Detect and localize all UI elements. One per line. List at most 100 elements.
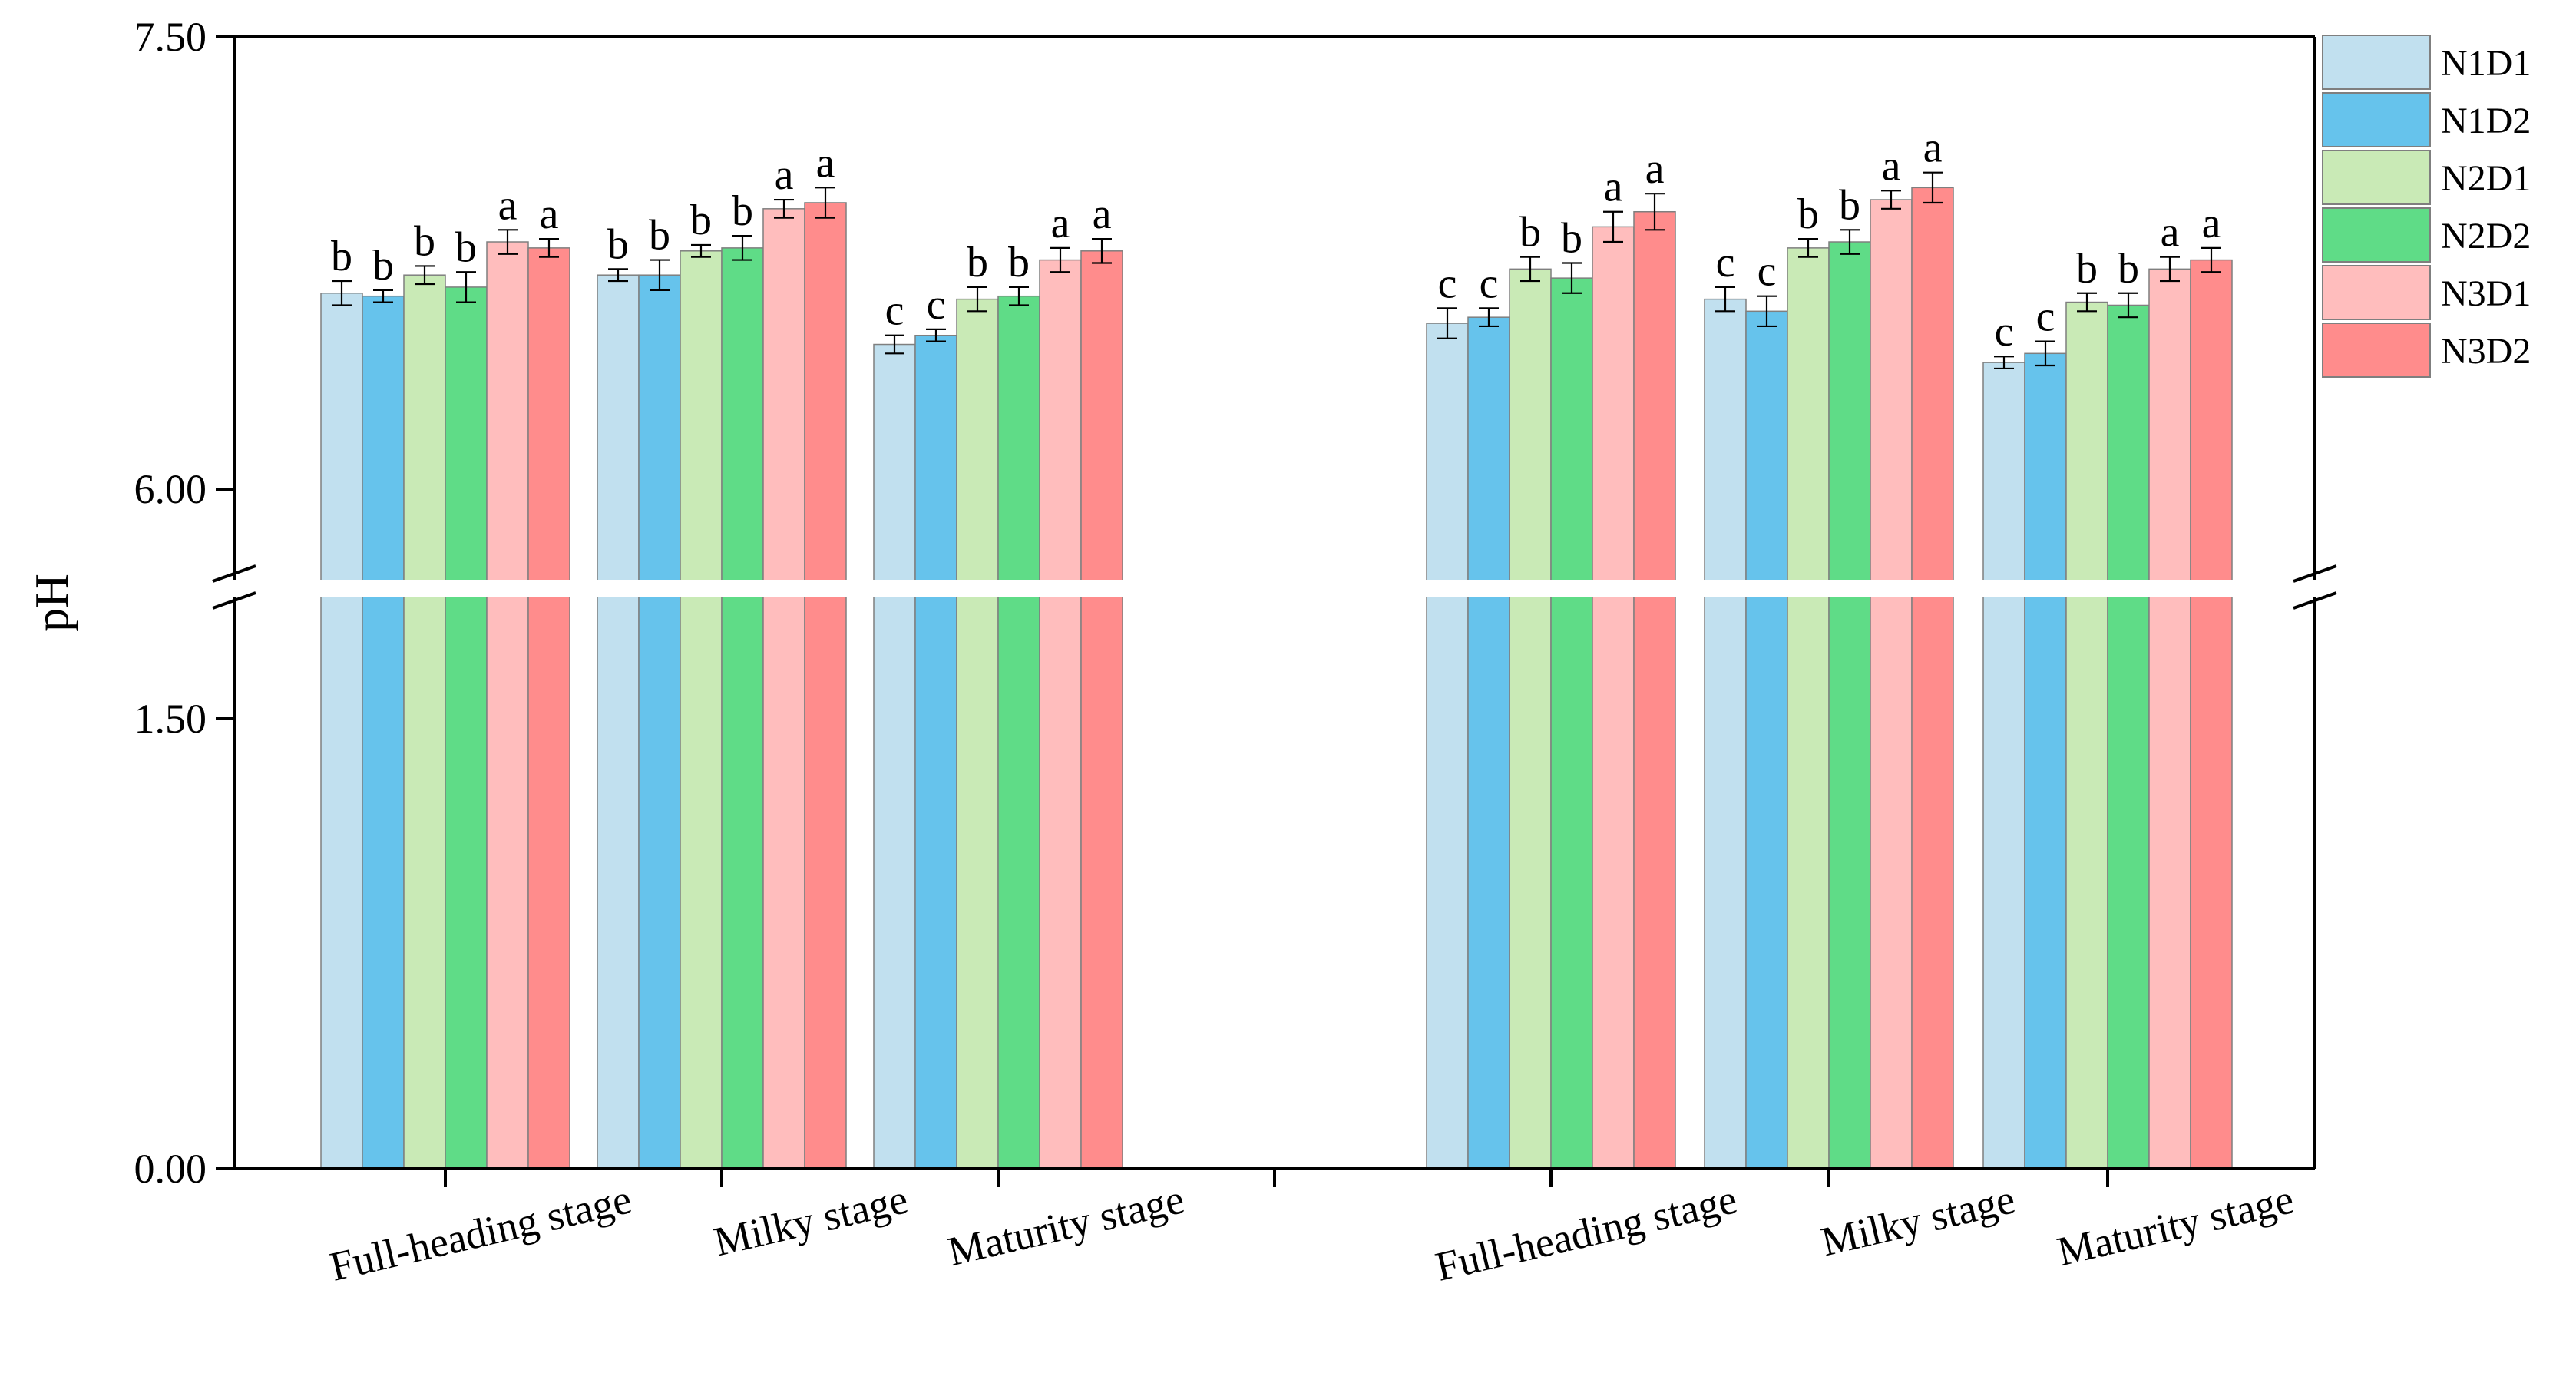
- y-tick-label: 7.50: [134, 14, 207, 60]
- bar: [1704, 298, 1747, 1170]
- bar: [1982, 362, 2025, 1170]
- x-category-label: Full-heading stage: [326, 1176, 636, 1290]
- bar: [403, 274, 446, 1170]
- bar: [486, 241, 529, 1170]
- legend-label: N2D1: [2441, 158, 2531, 199]
- significance-label: c: [927, 281, 946, 329]
- significance-label: b: [455, 223, 477, 271]
- bar: [2065, 301, 2108, 1170]
- legend-label: N3D1: [2441, 273, 2531, 314]
- significance-label: b: [1797, 190, 1819, 238]
- y-tick-label: 0.00: [134, 1146, 207, 1192]
- significance-label: c: [1995, 308, 2014, 356]
- significance-label: a: [2161, 209, 2180, 256]
- bar: [1550, 277, 1593, 1170]
- significance-label: b: [690, 197, 712, 244]
- bar: [2107, 304, 2150, 1170]
- significance-label: b: [649, 212, 670, 260]
- y-tick-label: 1.50: [134, 696, 207, 742]
- legend: N1D1 N1D2 N2D1 N2D2 N3D1 N3D2: [2322, 35, 2531, 378]
- bar: [527, 247, 570, 1170]
- bar: [1426, 323, 1469, 1170]
- legend-swatch: [2322, 207, 2431, 263]
- bar: [1039, 259, 1082, 1170]
- significance-label: b: [2118, 245, 2139, 293]
- bar: [445, 286, 488, 1170]
- significance-label: a: [1051, 200, 1070, 247]
- bar: [804, 202, 847, 1170]
- legend-swatch: [2322, 323, 2431, 378]
- significance-label: b: [607, 220, 629, 268]
- axis-break-gap: [211, 580, 2338, 597]
- axes-layer: [211, 35, 2338, 1187]
- legend-swatch: [2322, 265, 2431, 320]
- bar: [362, 295, 405, 1170]
- bar: [873, 343, 916, 1170]
- bar: [1911, 187, 1954, 1170]
- significance-label: c: [1716, 239, 1735, 286]
- bar: [1467, 316, 1510, 1170]
- legend-swatch: [2322, 92, 2431, 147]
- significance-label: c: [1758, 248, 1777, 296]
- legend-label: N1D1: [2441, 43, 2531, 84]
- bars-layer: [320, 171, 2233, 1170]
- bar: [1870, 199, 1913, 1170]
- significance-label: b: [1839, 181, 1860, 229]
- x-category-label: Full-heading stage: [1431, 1176, 1741, 1290]
- significance-label: b: [1519, 209, 1541, 256]
- bar: [1633, 210, 1676, 1170]
- legend-label: N3D2: [2441, 331, 2531, 372]
- bar: [2024, 352, 2067, 1170]
- significance-label: c: [1480, 260, 1499, 307]
- bar: [2190, 259, 2233, 1170]
- significance-label: c: [885, 287, 904, 335]
- bar: [638, 274, 681, 1170]
- significance-label: a: [1645, 145, 1665, 193]
- bar: [997, 295, 1040, 1170]
- bar: [1080, 250, 1123, 1170]
- bar: [1745, 310, 1788, 1170]
- bar: [914, 334, 957, 1170]
- significance-label: c: [2036, 293, 2055, 341]
- bar: [721, 247, 764, 1170]
- bar: [1592, 226, 1635, 1170]
- legend-label: N2D2: [2441, 216, 2531, 256]
- significance-label: a: [540, 190, 559, 238]
- significance-label: b: [967, 239, 988, 286]
- bar: [762, 208, 805, 1170]
- axis-break-mark: [2293, 564, 2337, 583]
- bar: [956, 298, 999, 1170]
- bar: [597, 274, 640, 1170]
- significance-label: b: [372, 242, 394, 289]
- significance-label: a: [1604, 164, 1623, 211]
- significance-label: a: [775, 151, 794, 199]
- legend-label: N1D2: [2441, 101, 2531, 141]
- significance-label: a: [1882, 142, 1901, 190]
- significance-label: c: [1438, 260, 1457, 307]
- axis-break-mark: [2293, 591, 2337, 610]
- significance-label: a: [1093, 190, 1112, 238]
- legend-swatch: [2322, 150, 2431, 205]
- axis-break-mark: [212, 564, 256, 583]
- bar: [1787, 247, 1830, 1170]
- y-axis-title: pH: [26, 574, 78, 632]
- axis-break-mark: [212, 591, 256, 610]
- significance-label: b: [732, 187, 753, 235]
- significance-label: b: [2076, 245, 2098, 293]
- x-category-label: Maturity stage: [944, 1176, 1189, 1275]
- significance-label: a: [2202, 200, 2221, 247]
- bar: [1509, 268, 1552, 1170]
- significance-label: a: [498, 181, 518, 229]
- significance-label: b: [414, 217, 435, 265]
- bar: [1828, 241, 1871, 1170]
- bar: [2148, 268, 2191, 1170]
- x-category-label: Milky stage: [709, 1176, 911, 1265]
- significance-label: a: [1923, 124, 1943, 172]
- y-tick-label: 6.00: [134, 466, 207, 512]
- significance-label: a: [816, 139, 835, 187]
- bar: [320, 293, 363, 1170]
- significance-label: b: [331, 233, 352, 280]
- significance-label: b: [1008, 239, 1030, 286]
